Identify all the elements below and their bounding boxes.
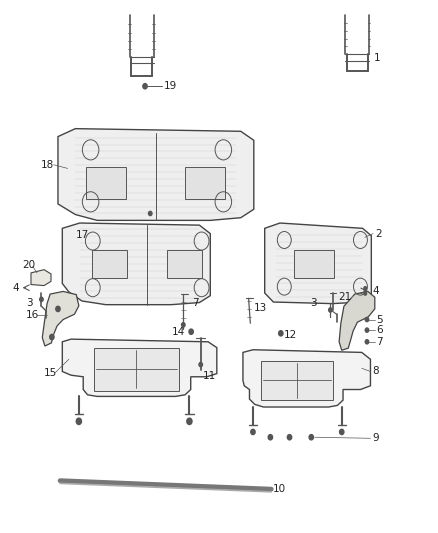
FancyBboxPatch shape bbox=[167, 249, 201, 278]
Circle shape bbox=[187, 418, 192, 424]
Text: 7: 7 bbox=[192, 297, 199, 308]
Polygon shape bbox=[265, 223, 371, 304]
Circle shape bbox=[251, 429, 255, 434]
Circle shape bbox=[268, 434, 272, 440]
Text: 1: 1 bbox=[374, 53, 381, 63]
Text: 12: 12 bbox=[284, 330, 297, 341]
Circle shape bbox=[56, 306, 60, 312]
Circle shape bbox=[364, 287, 367, 290]
Circle shape bbox=[279, 330, 283, 336]
Text: 9: 9 bbox=[372, 433, 379, 443]
Polygon shape bbox=[62, 339, 217, 397]
Text: 6: 6 bbox=[377, 325, 383, 335]
Circle shape bbox=[49, 334, 54, 340]
FancyBboxPatch shape bbox=[92, 249, 127, 278]
Polygon shape bbox=[31, 270, 51, 286]
FancyBboxPatch shape bbox=[94, 348, 179, 391]
Text: 19: 19 bbox=[164, 81, 177, 91]
Text: 15: 15 bbox=[44, 368, 57, 377]
Circle shape bbox=[40, 297, 43, 302]
Text: 4: 4 bbox=[12, 282, 19, 293]
Circle shape bbox=[182, 322, 185, 327]
Text: 2: 2 bbox=[375, 229, 381, 239]
Circle shape bbox=[199, 362, 202, 367]
Text: 14: 14 bbox=[172, 327, 185, 337]
Circle shape bbox=[365, 340, 369, 344]
Polygon shape bbox=[62, 223, 210, 305]
Polygon shape bbox=[243, 350, 371, 407]
Text: 17: 17 bbox=[76, 230, 89, 240]
Text: 21: 21 bbox=[338, 292, 352, 302]
Text: 13: 13 bbox=[254, 303, 267, 313]
Circle shape bbox=[287, 434, 292, 440]
Polygon shape bbox=[339, 292, 375, 350]
Text: 3: 3 bbox=[310, 297, 317, 308]
FancyBboxPatch shape bbox=[294, 249, 334, 278]
Polygon shape bbox=[42, 292, 79, 346]
Text: 11: 11 bbox=[202, 371, 215, 381]
Text: 20: 20 bbox=[22, 260, 35, 270]
Circle shape bbox=[143, 84, 147, 89]
Circle shape bbox=[365, 328, 369, 332]
Circle shape bbox=[364, 292, 367, 295]
Polygon shape bbox=[58, 128, 254, 220]
Text: 18: 18 bbox=[41, 160, 54, 169]
Circle shape bbox=[189, 329, 193, 334]
Circle shape bbox=[148, 212, 152, 216]
Text: 4: 4 bbox=[372, 286, 379, 296]
Text: 7: 7 bbox=[377, 337, 383, 347]
FancyBboxPatch shape bbox=[261, 361, 333, 400]
Circle shape bbox=[339, 429, 344, 434]
FancyBboxPatch shape bbox=[86, 167, 126, 199]
Text: 8: 8 bbox=[372, 367, 379, 376]
Text: 10: 10 bbox=[273, 484, 286, 494]
Circle shape bbox=[309, 434, 314, 440]
FancyBboxPatch shape bbox=[185, 167, 225, 199]
Text: 5: 5 bbox=[377, 314, 383, 325]
Circle shape bbox=[365, 317, 369, 321]
Circle shape bbox=[328, 308, 332, 312]
Circle shape bbox=[76, 418, 81, 424]
Text: 16: 16 bbox=[25, 310, 39, 320]
Text: 3: 3 bbox=[27, 297, 33, 308]
